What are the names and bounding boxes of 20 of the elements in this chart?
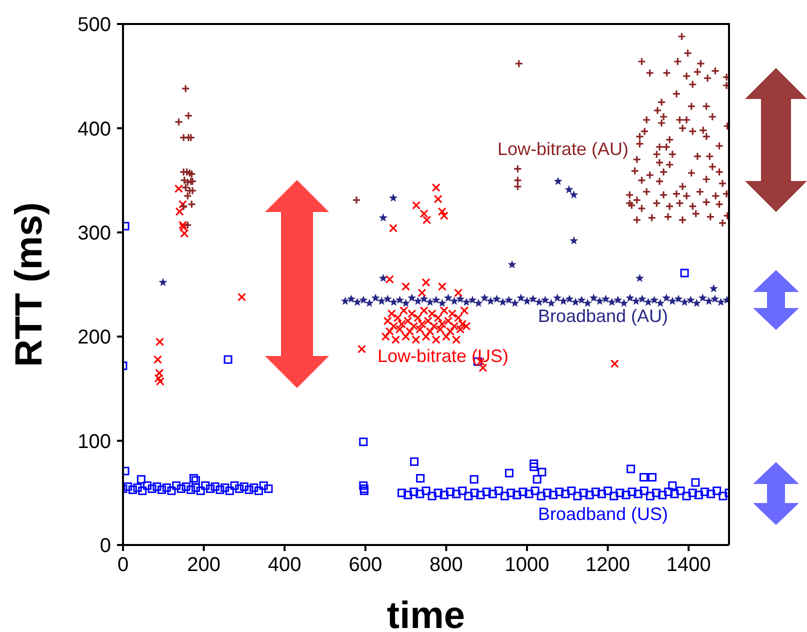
x-axis-title: time xyxy=(386,595,466,632)
y-axis-title: RTT (ms) xyxy=(8,202,50,367)
y-tick-label: 300 xyxy=(78,222,111,244)
y-tick-label: 100 xyxy=(78,430,111,453)
x-tick-label: 400 xyxy=(268,554,302,576)
x-tick-label: 0 xyxy=(117,554,129,576)
x-tick-label: 1000 xyxy=(504,554,550,576)
x-tick-label: 1200 xyxy=(586,554,630,576)
series-label: Broadband (AU) xyxy=(538,306,668,326)
x-tick-label: 600 xyxy=(348,554,382,576)
y-tick-label: 400 xyxy=(78,118,111,140)
y-tick-label: 500 xyxy=(78,14,111,36)
series-label: Broadband (US) xyxy=(538,504,668,524)
series-label: Low-bitrate (AU) xyxy=(497,139,629,159)
y-tick-label: 0 xyxy=(100,535,111,558)
x-tick-label: 1400 xyxy=(666,554,711,576)
series-label: Low-bitrate (US) xyxy=(377,346,509,366)
x-tick-label: 200 xyxy=(187,554,220,576)
x-tick-label: 800 xyxy=(430,554,463,576)
y-tick-label: 200 xyxy=(78,326,111,349)
